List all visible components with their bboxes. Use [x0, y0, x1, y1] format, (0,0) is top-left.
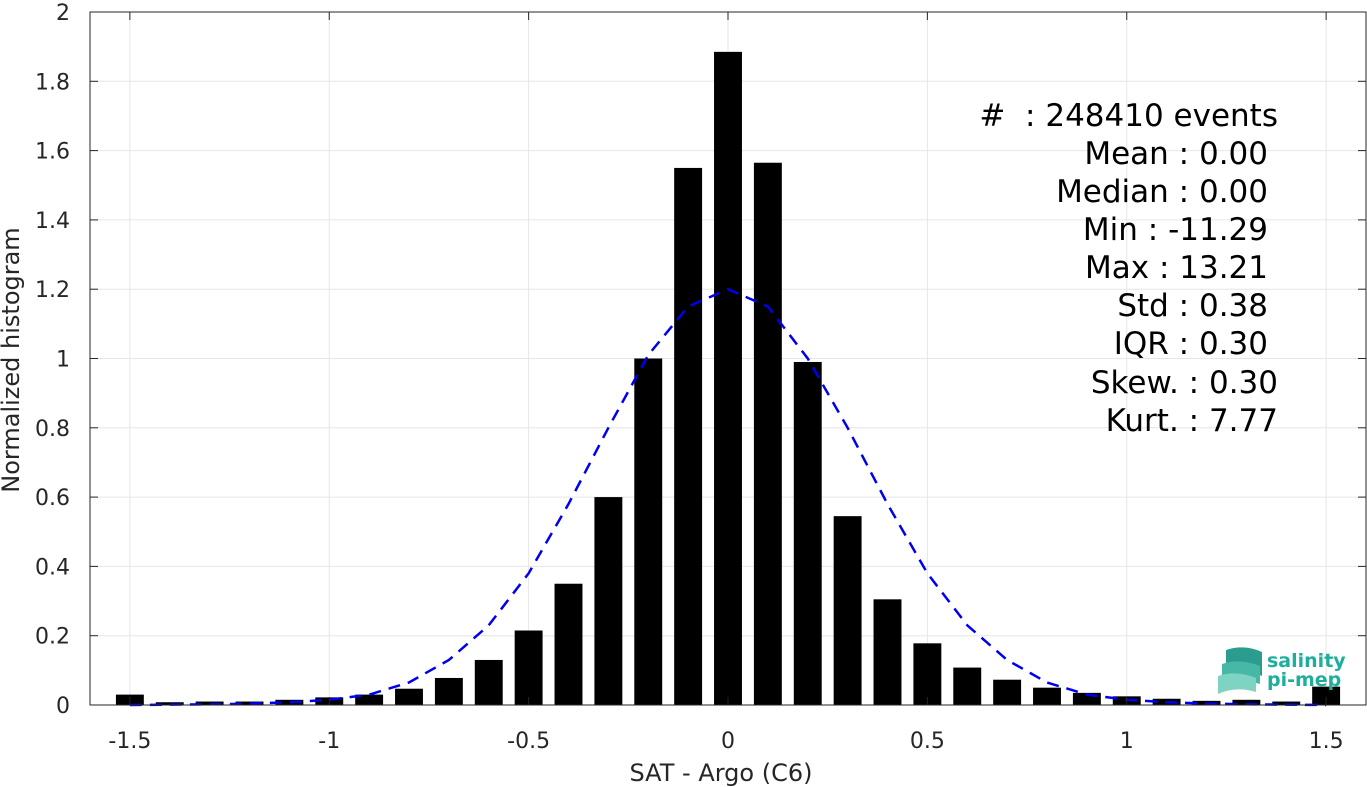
wave-logo-icon	[1218, 647, 1262, 694]
histogram-bar	[993, 679, 1022, 705]
stats-box: # : 248410 events Mean : 0.00 Median : 0…	[979, 98, 1278, 439]
stat-min: Min : -11.29	[1083, 212, 1268, 248]
x-tick-label: 0	[721, 729, 735, 754]
histogram-bar	[1033, 687, 1061, 705]
x-tick-label: 1	[1120, 729, 1134, 754]
y-tick-label: 1.4	[35, 209, 70, 234]
histogram-bar	[913, 643, 942, 705]
y-tick-labels: 0 0.2 0.4 0.6 0.8 1 1.2 1.4 1.6 1.8 2	[35, 1, 70, 719]
histogram-bar	[953, 667, 982, 705]
y-tick-label: 2	[56, 1, 70, 26]
histogram-bar	[753, 162, 782, 706]
x-tick-label: -1	[318, 729, 340, 754]
y-axis-label: Normalized histogram	[0, 227, 25, 492]
histogram-bar	[594, 497, 623, 705]
stat-skew: Skew. : 0.30	[1091, 365, 1278, 401]
y-tick-label: 1.8	[35, 70, 70, 95]
x-tick-label: -0.5	[507, 729, 550, 754]
histogram-bar	[355, 694, 384, 705]
y-tick-label: 1.6	[35, 140, 70, 165]
axis-ticks	[90, 11, 1366, 706]
histogram-bar	[1232, 699, 1261, 705]
histogram-bar	[275, 699, 304, 705]
x-tick-label: -1.5	[108, 729, 151, 754]
histogram-bar	[155, 702, 184, 705]
histogram-bar	[514, 630, 543, 705]
x-tick-labels: -1.5 -1 -0.5 0 0.5 1 1.5	[108, 729, 1343, 754]
stat-mean: Mean : 0.00	[1084, 136, 1268, 172]
y-tick-label: 1	[56, 348, 70, 373]
stat-kurt: Kurt. : 7.77	[1106, 403, 1278, 439]
x-axis-label: SAT - Argo (C6)	[630, 759, 813, 787]
x-tick-label: 0.5	[910, 729, 945, 754]
histogram-bar	[714, 51, 742, 706]
histogram-bar	[674, 167, 703, 706]
histogram-bar	[793, 361, 822, 705]
x-tick-label: 1.5	[1309, 729, 1344, 754]
stat-events: # : 248410 events	[979, 98, 1278, 134]
histogram-bar	[833, 516, 862, 705]
logo-text-pimep: pi-mep	[1267, 669, 1341, 691]
histogram-bar	[235, 701, 264, 705]
y-tick-label: 0.8	[35, 417, 70, 442]
logo-text-salinity: salinity	[1267, 650, 1346, 672]
histogram-bar	[1272, 701, 1301, 705]
histogram-bar	[195, 701, 224, 705]
y-tick-label: 0.6	[35, 486, 70, 511]
histogram-bars	[115, 51, 1341, 706]
stat-std: Std : 0.38	[1117, 288, 1268, 324]
y-tick-label: 0	[56, 694, 70, 719]
stat-median: Median : 0.00	[1056, 174, 1268, 210]
histogram-bar	[873, 599, 902, 705]
histogram-bar	[395, 688, 423, 705]
histogram-bar	[554, 583, 583, 705]
y-tick-label: 1.2	[35, 278, 70, 303]
stat-max: Max : 13.21	[1085, 250, 1268, 286]
histogram-bar	[434, 677, 463, 705]
salinity-pimep-logo: salinity pi-mep	[1218, 647, 1346, 694]
histogram-bar	[634, 358, 663, 705]
stat-iqr: IQR : 0.30	[1114, 326, 1268, 362]
y-tick-label: 0.2	[35, 625, 70, 650]
histogram-bar	[474, 659, 503, 705]
y-tick-label: 0.4	[35, 555, 70, 580]
histogram-bar	[1312, 686, 1341, 705]
